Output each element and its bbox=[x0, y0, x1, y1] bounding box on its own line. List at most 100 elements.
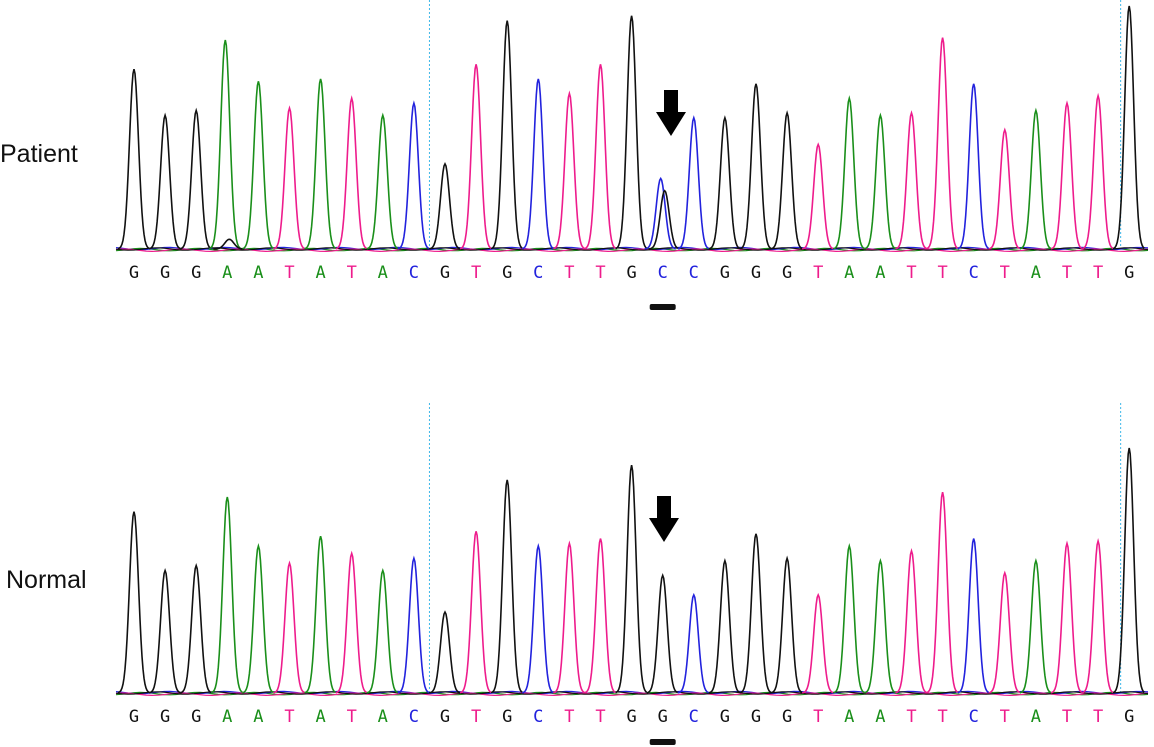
base-call: G bbox=[782, 707, 792, 727]
panel-label-normal: Normal bbox=[6, 566, 87, 594]
peak-G bbox=[1112, 5, 1145, 250]
base-call: T bbox=[937, 263, 947, 283]
base-call: A bbox=[315, 263, 325, 283]
peak-T bbox=[1081, 537, 1114, 694]
peak-A bbox=[208, 39, 241, 250]
base-call: T bbox=[1000, 707, 1010, 727]
base-call: T bbox=[906, 707, 916, 727]
peak-T bbox=[988, 127, 1021, 250]
base-call: G bbox=[751, 263, 761, 283]
peak-A bbox=[833, 543, 865, 694]
base-call: G bbox=[626, 263, 636, 283]
peak-A bbox=[242, 543, 274, 694]
base-call: T bbox=[1062, 263, 1072, 283]
base-call: C bbox=[969, 707, 979, 727]
down-arrow-icon bbox=[656, 90, 686, 136]
base-call: A bbox=[222, 707, 232, 727]
base-call: G bbox=[160, 263, 170, 283]
base-call: A bbox=[315, 707, 325, 727]
peak-T bbox=[273, 105, 305, 250]
base-call: T bbox=[284, 263, 294, 283]
base-call: T bbox=[284, 707, 294, 727]
peak-T bbox=[273, 560, 305, 694]
peak-T bbox=[553, 540, 585, 694]
base-call: C bbox=[658, 263, 668, 283]
base-call: A bbox=[1031, 263, 1041, 283]
peak-A bbox=[211, 496, 243, 694]
base-call: G bbox=[720, 707, 730, 727]
base-call: G bbox=[440, 263, 450, 283]
base-call: T bbox=[564, 707, 574, 727]
peak-A bbox=[366, 112, 399, 250]
peak-G bbox=[615, 464, 648, 694]
base-call: A bbox=[253, 707, 263, 727]
peak-G bbox=[148, 567, 181, 694]
peak-G bbox=[615, 15, 648, 250]
base-call: A bbox=[253, 263, 263, 283]
peak-G bbox=[1112, 447, 1145, 694]
peak-G bbox=[770, 555, 803, 694]
peak-T bbox=[553, 90, 585, 250]
peak-T bbox=[584, 64, 616, 250]
base-call: G bbox=[1124, 263, 1134, 283]
base-call: T bbox=[1062, 707, 1072, 727]
peak-G bbox=[490, 20, 523, 250]
base-call: T bbox=[937, 707, 947, 727]
base-call: A bbox=[1031, 707, 1041, 727]
base-call: C bbox=[409, 707, 419, 727]
peak-T bbox=[584, 538, 616, 694]
base-call: G bbox=[160, 707, 170, 727]
base-call: G bbox=[191, 707, 201, 727]
position-dash bbox=[649, 304, 676, 310]
peak-T bbox=[459, 531, 492, 694]
base-call: C bbox=[969, 263, 979, 283]
peak-G bbox=[179, 562, 212, 694]
base-call: A bbox=[222, 263, 232, 283]
peak-T bbox=[335, 550, 368, 694]
down-arrow-icon bbox=[649, 496, 679, 542]
base-call: C bbox=[689, 707, 699, 727]
peak-A bbox=[833, 95, 865, 250]
peak-G bbox=[770, 110, 803, 250]
peak-A bbox=[304, 536, 337, 694]
base-call: T bbox=[1000, 263, 1010, 283]
base-call: T bbox=[1093, 707, 1103, 727]
baseline-trace-C bbox=[115, 246, 1149, 251]
base-call: A bbox=[875, 263, 885, 283]
base-call: T bbox=[813, 707, 823, 727]
base-call: T bbox=[471, 707, 481, 727]
base-call: A bbox=[875, 707, 885, 727]
peak-G bbox=[708, 557, 741, 694]
peak-A bbox=[304, 78, 337, 250]
baseline-trace-G bbox=[115, 691, 1149, 695]
peak-T bbox=[1081, 92, 1114, 250]
peak-A bbox=[1019, 107, 1052, 250]
base-call: T bbox=[595, 707, 605, 727]
base-call: T bbox=[471, 263, 481, 283]
peak-T bbox=[926, 37, 959, 250]
base-call: G bbox=[502, 263, 512, 283]
position-dash bbox=[649, 739, 676, 745]
base-call: C bbox=[409, 263, 419, 283]
peak-C bbox=[522, 78, 554, 250]
base-call: C bbox=[689, 263, 699, 283]
baseline-trace-A bbox=[115, 691, 1149, 696]
peak-C bbox=[677, 592, 710, 694]
base-call: G bbox=[626, 707, 636, 727]
peak-T bbox=[802, 592, 834, 694]
base-call: G bbox=[658, 707, 668, 727]
base-call: A bbox=[378, 707, 388, 727]
baseline-trace-G bbox=[115, 247, 1149, 251]
base-call: C bbox=[533, 707, 543, 727]
peak-T bbox=[1050, 100, 1083, 250]
peak-G bbox=[739, 533, 772, 694]
peak-T bbox=[895, 547, 927, 694]
base-call: T bbox=[347, 263, 357, 283]
base-call: T bbox=[813, 263, 823, 283]
peak-T bbox=[1050, 540, 1083, 694]
peak-G bbox=[428, 610, 461, 694]
peak-T bbox=[335, 95, 368, 250]
